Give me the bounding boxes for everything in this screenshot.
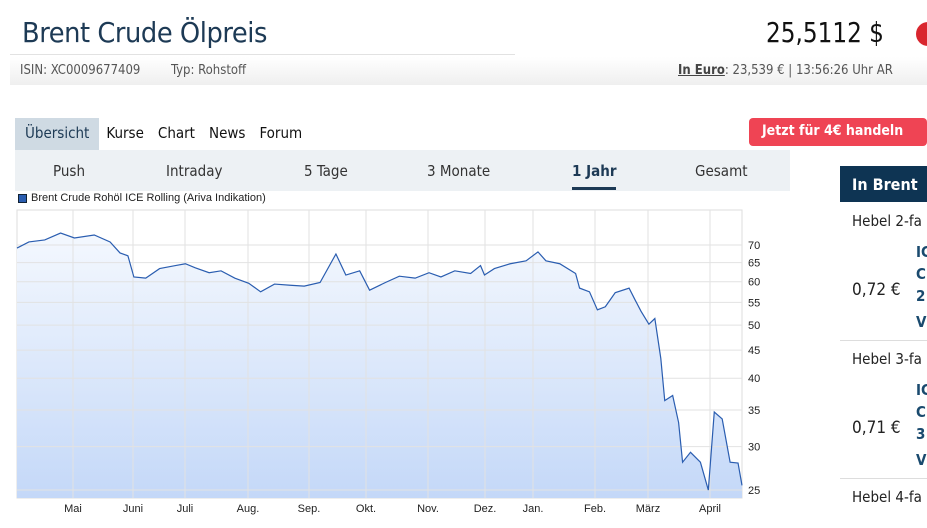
isin: ISIN: XC0009677409 (20, 63, 141, 78)
product-title[interactable]: Hebel 2-fa (852, 212, 922, 230)
y-tick-label: 60 (748, 277, 760, 289)
page-title: Brent Crude Ölpreis (22, 16, 267, 49)
x-tick-label: Mai (64, 503, 82, 515)
x-tick-label: Nov. (417, 503, 439, 515)
close-icon[interactable] (916, 22, 927, 46)
divider (10, 54, 515, 55)
y-tick-label: 40 (748, 373, 760, 385)
y-tick-label: 70 (748, 240, 760, 252)
x-tick-label: Okt. (356, 503, 376, 515)
y-tick-label: 55 (748, 297, 760, 309)
type: Typ: Rohstoff (171, 63, 247, 78)
range-3-monate[interactable]: 3 Monate (427, 162, 491, 180)
range-gesamt[interactable]: Gesamt (695, 162, 748, 180)
tab-forum[interactable]: Forum (259, 124, 303, 142)
tab-bar: Übersicht Kurse Chart News Forum (15, 118, 309, 158)
product-line[interactable]: C (916, 403, 926, 421)
price: 25,5112 $ (766, 16, 884, 49)
product-line[interactable]: V (916, 451, 927, 469)
y-tick-label: 65 (748, 258, 760, 270)
x-tick-label: Juni (123, 503, 143, 515)
price-line (16, 232, 743, 491)
range-1-jahr[interactable]: 1 Jahr (572, 162, 617, 190)
product-title[interactable]: Hebel 3-fa (852, 350, 922, 368)
product-line[interactable]: IC (916, 381, 927, 399)
product-price: 0,71 € (852, 418, 901, 438)
tab-news[interactable]: News (208, 124, 246, 142)
x-tick-label: Juli (177, 503, 194, 515)
divider (840, 340, 927, 341)
x-tick-label: März (636, 503, 660, 515)
tab-uebersicht[interactable]: Übersicht (15, 118, 100, 158)
euro-value: : 23,539 € | 13:56:26 Uhr AR (724, 63, 893, 78)
price-chart[interactable]: 70 65 60 55 50 45 40 35 30 25 Mai Juni Juli Aug. Sep. O… (0, 205, 790, 528)
range-intraday[interactable]: Intraday (166, 162, 223, 180)
y-tick-label: 50 (748, 320, 760, 332)
euro-link[interactable]: In Euro (678, 63, 725, 78)
trade-button[interactable]: Jetzt für 4€ handeln (749, 118, 927, 146)
product-line[interactable]: C (916, 265, 926, 283)
product-line[interactable]: V (916, 313, 927, 331)
divider (840, 478, 927, 479)
x-tick-label: Jan. (523, 503, 544, 515)
y-tick-label: 30 (748, 442, 760, 454)
meta-bar (10, 57, 927, 85)
x-tick-label: Feb. (584, 503, 606, 515)
x-tick-label: Dez. (474, 503, 497, 515)
legend-label: Brent Crude Rohöl ICE Rolling (Ariva Ind… (31, 192, 266, 204)
tab-chart[interactable]: Chart (157, 124, 195, 142)
side-panel-header: In Brent (840, 166, 927, 202)
y-tick-label: 35 (748, 405, 760, 417)
x-tick-label: Aug. (237, 503, 260, 515)
product-line[interactable]: 2 (916, 287, 926, 305)
euro-price: In Euro: 23,539 € | 13:56:26 Uhr AR (678, 63, 893, 78)
x-tick-label: April (699, 503, 721, 515)
product-title[interactable]: Hebel 4-fa (852, 488, 922, 506)
tab-kurse[interactable]: Kurse (106, 124, 144, 142)
y-tick-label: 25 (748, 485, 760, 497)
range-5-tage[interactable]: 5 Tage (304, 162, 348, 180)
product-line[interactable]: 3 (916, 425, 926, 443)
chart-legend: Brent Crude Rohöl ICE Rolling (Ariva Ind… (18, 192, 266, 204)
area-fill (17, 233, 742, 499)
x-tick-label: Sep. (298, 503, 321, 515)
y-tick-label: 45 (748, 345, 760, 357)
product-line[interactable]: IC (916, 243, 927, 261)
legend-swatch (18, 193, 27, 203)
range-bar: Push Intraday 5 Tage 3 Monate 1 Jahr Ges… (15, 150, 790, 191)
product-price: 0,72 € (852, 280, 901, 300)
range-push[interactable]: Push (53, 162, 86, 180)
